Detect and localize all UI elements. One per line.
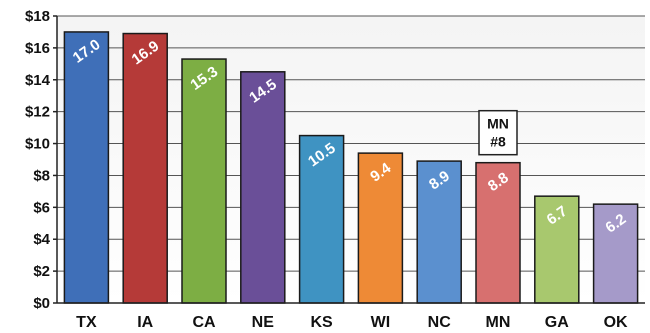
x-tick-label: MN <box>486 314 511 331</box>
x-tick-label: IA <box>137 314 153 331</box>
bar-ga <box>534 195 580 304</box>
x-tick-label: TX <box>76 314 97 331</box>
bar-ca <box>181 58 227 304</box>
y-tick-label: $0 <box>33 295 50 312</box>
x-tick-label: WI <box>371 314 391 331</box>
y-tick-label: $12 <box>25 104 50 121</box>
y-tick-label: $18 <box>25 8 50 25</box>
y-axis-ticks: $0 $2 $4 $6 $8 $10 $12 $14 $16 $18 <box>25 8 57 312</box>
callout-line1: MN <box>487 116 509 132</box>
bar-wi <box>357 152 404 304</box>
bar-ks <box>298 134 345 304</box>
x-tick-label: NC <box>428 314 452 331</box>
y-tick-label: $2 <box>33 263 50 280</box>
callout-box <box>478 109 518 156</box>
x-tick-label: KS <box>310 314 333 331</box>
bars-group: 17.0 16.915.3 14.510.59.4 8.9 8.86.7 6.2 <box>63 31 639 304</box>
x-axis-labels: TX IA CA NE KS WI NC MN GA OK <box>76 314 628 331</box>
y-tick-label: $6 <box>33 199 50 216</box>
bar-ne <box>240 71 286 304</box>
mn-callout: MN #8 <box>478 109 518 156</box>
x-tick-label: NE <box>252 314 275 331</box>
y-tick-label: $14 <box>25 72 51 89</box>
y-tick-label: $10 <box>25 136 50 153</box>
bar-mn <box>475 161 521 304</box>
x-tick-label: GA <box>545 314 569 331</box>
x-tick-label: CA <box>192 314 216 331</box>
callout-line2: #8 <box>490 134 506 150</box>
bar-ia <box>122 32 168 304</box>
y-tick-label: $4 <box>33 231 50 248</box>
y-tick-label: $16 <box>25 40 50 57</box>
bar-tx <box>63 31 110 304</box>
y-tick-label: $8 <box>33 167 50 184</box>
x-tick-label: OK <box>604 314 628 331</box>
